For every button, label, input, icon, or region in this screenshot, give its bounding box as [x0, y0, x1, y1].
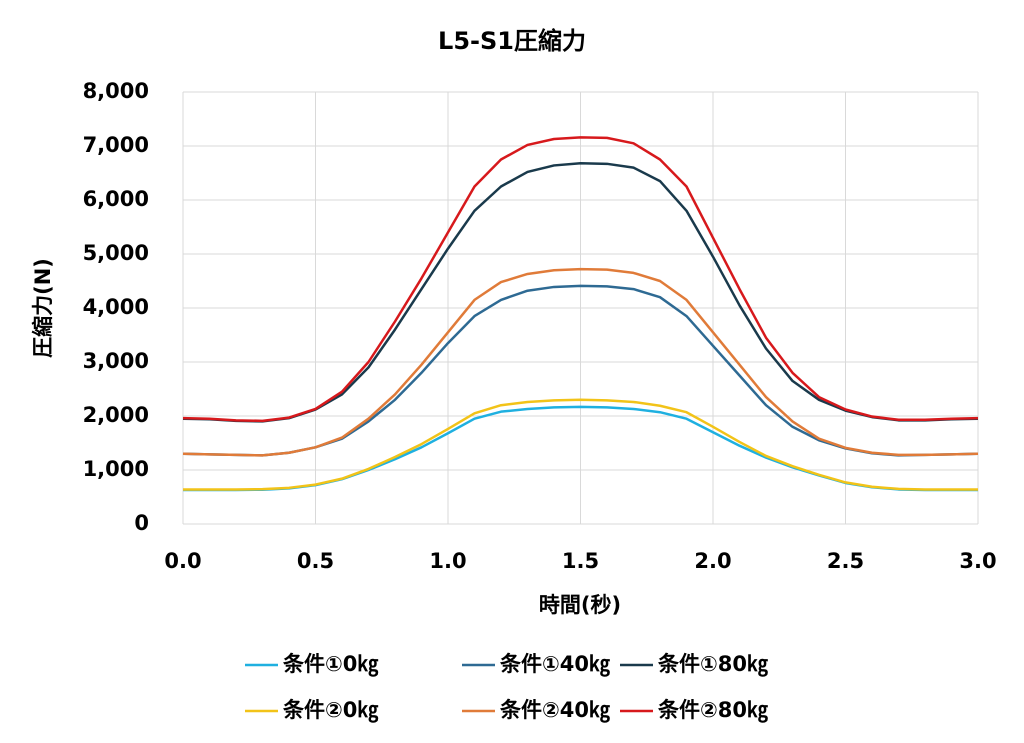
- x-tick-label: 1.0: [429, 549, 466, 573]
- y-tick-label: 3,000: [83, 349, 149, 373]
- x-tick-label: 0.0: [164, 549, 201, 573]
- x-tick-label: 3.0: [959, 549, 996, 573]
- y-tick-label: 0: [134, 511, 149, 535]
- legend-label: 条件②0㎏: [283, 698, 378, 724]
- chart-title: L5-S1圧縮力: [438, 27, 586, 55]
- series-line: [183, 398, 978, 491]
- x-tick-label: 1.5: [562, 549, 599, 573]
- y-tick-label: 1,000: [83, 457, 149, 481]
- legend-label: 条件②40㎏: [500, 698, 610, 724]
- y-tick-label: 5,000: [83, 241, 149, 265]
- legend-label: 条件①80㎏: [658, 652, 768, 678]
- y-tick-label: 2,000: [83, 403, 149, 427]
- x-tick-label: 0.5: [297, 549, 334, 573]
- legend-label: 条件②80㎏: [658, 698, 768, 724]
- y-tick-label: 6,000: [83, 187, 149, 211]
- y-tick-label: 7,000: [83, 133, 149, 157]
- x-tick-label: 2.5: [827, 549, 864, 573]
- y-axis-label: 圧縮力(N): [31, 258, 55, 358]
- legend-label: 条件①40㎏: [500, 652, 610, 678]
- series-line: [182, 136, 979, 423]
- series-line: [182, 267, 979, 457]
- y-tick-label: 8,000: [83, 79, 149, 103]
- x-axis-label: 時間(秒): [539, 593, 621, 617]
- y-tick-label: 4,000: [83, 295, 149, 319]
- x-tick-label: 2.0: [694, 549, 731, 573]
- legend-label: 条件①0㎏: [283, 652, 378, 678]
